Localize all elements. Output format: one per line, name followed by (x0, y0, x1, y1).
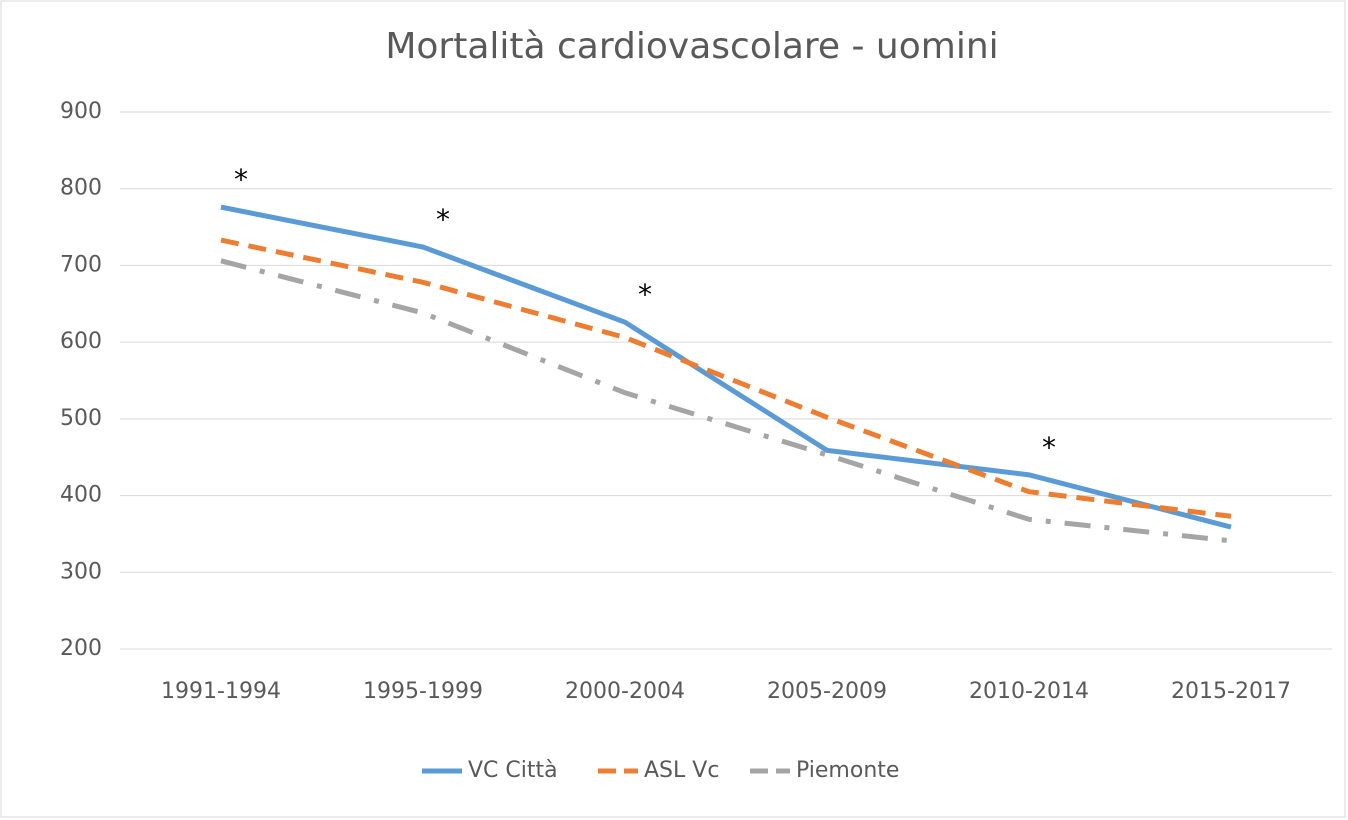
series-line (220, 258, 1232, 544)
legend-label: VC Città (468, 758, 558, 783)
annotation: * (638, 278, 652, 311)
annotation: * (436, 203, 450, 236)
y-tick-label: 600 (60, 329, 102, 354)
x-tick-label: 2005-2009 (767, 679, 887, 704)
y-tick-label: 900 (60, 99, 102, 124)
y-tick-label: 300 (60, 559, 102, 584)
annotation: * (234, 163, 248, 196)
y-tick-label: 700 (60, 252, 102, 277)
x-tick-label: 2015-2017 (1171, 679, 1291, 704)
y-tick-label: 800 (60, 176, 102, 201)
x-tick-label: 2000-2004 (565, 679, 685, 704)
series-line (220, 237, 1232, 519)
y-tick-label: 400 (60, 483, 102, 508)
chart-title: Mortalità cardiovascolare - uomini (385, 26, 998, 67)
legend-label: ASL Vc (644, 758, 719, 783)
x-tick-label: 1995-1999 (363, 679, 483, 704)
legend-label: Piemonte (796, 758, 899, 783)
y-tick-label: 500 (60, 406, 102, 431)
y-tick-label: 200 (60, 636, 102, 661)
x-tick-label: 1991-1994 (161, 679, 281, 704)
series-line (220, 204, 1232, 530)
x-tick-label: 2010-2014 (969, 679, 1089, 704)
annotation: * (1042, 431, 1056, 464)
